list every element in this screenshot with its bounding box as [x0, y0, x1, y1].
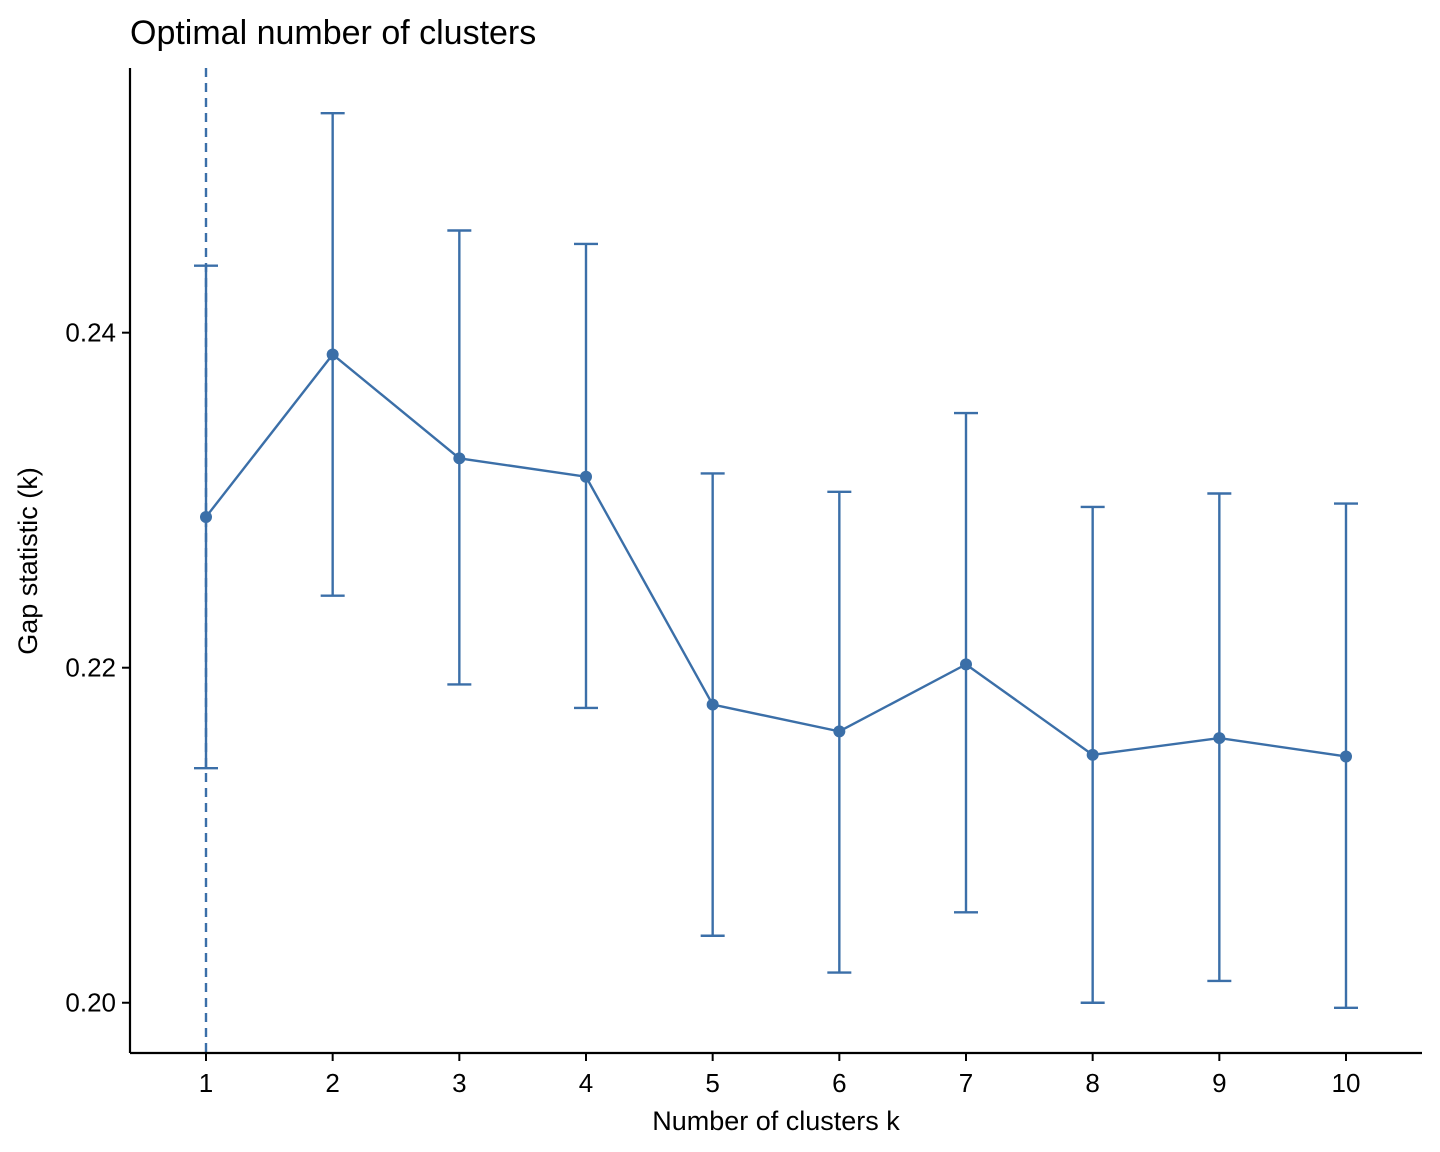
x-tick-label: 10: [1332, 1068, 1361, 1098]
x-tick-label: 9: [1212, 1068, 1226, 1098]
x-tick-label: 4: [579, 1068, 593, 1098]
data-point: [706, 698, 719, 711]
chart-title: Optimal number of clusters: [130, 14, 536, 52]
x-tick-label: 3: [452, 1068, 466, 1098]
y-axis-label: Gap statistic (k): [13, 467, 43, 655]
x-tick-label: 1: [199, 1068, 213, 1098]
axes: 1 2 3 4 5 6 7 8 9 10 0.20 0.22 0.24: [65, 68, 1422, 1098]
data-point: [1340, 750, 1352, 763]
y-tick-label: 0.20: [65, 988, 116, 1018]
data-point: [200, 510, 212, 523]
data-point: [580, 470, 592, 483]
data-point: [1086, 748, 1099, 761]
plot-area: [194, 68, 1358, 1053]
data-point: [960, 658, 972, 671]
data-point: [326, 348, 339, 361]
x-tick-label: 2: [325, 1068, 339, 1098]
data-point: [453, 452, 466, 465]
x-tick-label: 5: [705, 1068, 719, 1098]
data-point: [1213, 732, 1226, 745]
y-tick-label: 0.22: [65, 653, 116, 683]
x-tick-label: 6: [832, 1068, 846, 1098]
x-axis-label: Number of clusters k: [652, 1106, 900, 1136]
series-line: [205, 352, 1347, 758]
data-point: [833, 725, 846, 738]
y-tick-label: 0.24: [65, 318, 116, 348]
x-tick-label: 7: [959, 1068, 973, 1098]
x-tick-label: 8: [1085, 1068, 1099, 1098]
